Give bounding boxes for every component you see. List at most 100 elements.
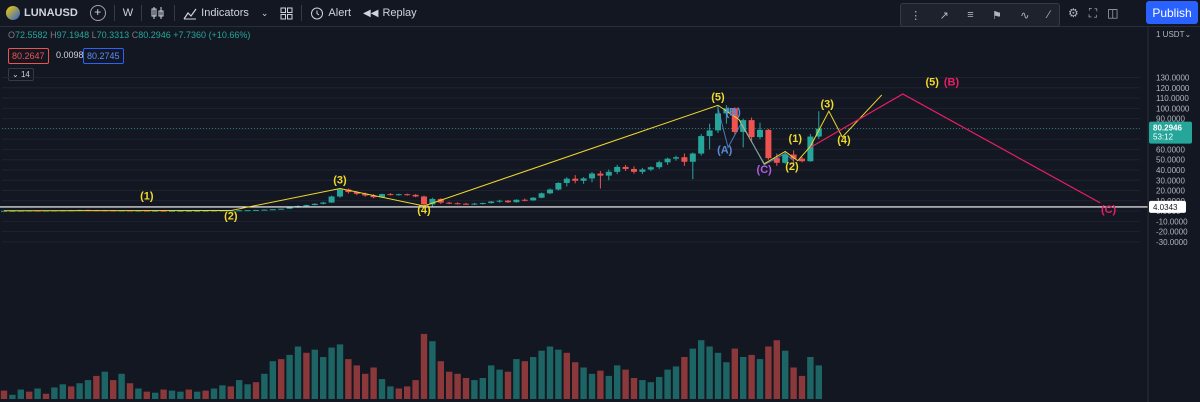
- price-tick-label: 130.0000: [1156, 74, 1190, 83]
- alert-label: Alert: [328, 7, 352, 19]
- publish-button[interactable]: Publish: [1146, 1, 1198, 24]
- fullscreen-icon[interactable]: ⛶: [1088, 5, 1098, 20]
- indicators-label: Indicators: [201, 7, 249, 19]
- sell-price-box[interactable]: 80.2647: [8, 48, 49, 64]
- volume-bar: [143, 391, 150, 399]
- pattern-tool-icon[interactable]: ⚑: [992, 9, 1002, 22]
- indicator-collapse-toggle[interactable]: ⌄ 14: [8, 68, 34, 81]
- line-tool-icon[interactable]: ∕: [1047, 9, 1050, 21]
- candle-body: [76, 209, 83, 211]
- wave-tool-icon[interactable]: ∿: [1020, 9, 1030, 22]
- price-tick-label: -30.0000: [1156, 238, 1188, 247]
- replay-label: Replay: [382, 7, 417, 19]
- wave-label: (A): [717, 145, 733, 157]
- chart-type-button[interactable]: [144, 0, 172, 26]
- currency-unit-selector[interactable]: 1 USDT⌄: [1156, 30, 1192, 39]
- settings-gear-icon[interactable]: ⚙: [1068, 6, 1079, 20]
- volume-bar: [244, 384, 251, 399]
- volume-bar: [370, 367, 377, 399]
- candle-body: [463, 203, 469, 205]
- volume-bar: [513, 359, 520, 399]
- wave-label: (2): [785, 161, 799, 173]
- price-tick-label: 40.0000: [1156, 166, 1185, 175]
- candle-body: [437, 198, 444, 203]
- price-tick-label: 110.0000: [1156, 94, 1189, 103]
- candles-icon: [151, 7, 164, 19]
- candle-body: [85, 209, 91, 211]
- candle-body: [51, 210, 58, 212]
- candle-body: [43, 210, 49, 212]
- wave-label: (C): [757, 164, 773, 176]
- timeframe-button[interactable]: W: [117, 0, 139, 26]
- wave-label: (1): [789, 133, 803, 145]
- volume-bar: [303, 352, 310, 399]
- volume-bar: [647, 382, 654, 399]
- volume-bar: [219, 385, 226, 399]
- candle-body: [681, 157, 688, 162]
- candle-body: [362, 193, 369, 196]
- volume-bar: [773, 340, 780, 399]
- volume-bar: [782, 350, 789, 399]
- candle-body: [1, 210, 7, 212]
- candle-body: [421, 196, 427, 205]
- alert-button[interactable]: Alert: [304, 0, 357, 26]
- volume-bar: [194, 391, 201, 399]
- candle-body: [101, 210, 108, 212]
- volume-bar: [17, 389, 24, 399]
- price-tick-label: 60.0000: [1156, 145, 1185, 154]
- volume-bar: [412, 380, 419, 399]
- volume-bar: [807, 357, 814, 399]
- candlesticks: [1, 105, 822, 212]
- price-tick-label: 30.0000: [1156, 176, 1185, 185]
- price-tick-label: 100.0000: [1156, 104, 1190, 113]
- rewind-icon: ◀◀: [363, 7, 379, 19]
- candle-body: [748, 120, 755, 138]
- volume-bar: [286, 354, 293, 399]
- volume-bar: [51, 387, 58, 399]
- candle-body: [68, 210, 75, 212]
- wave-annotations: (1)(2)(3)(4)(5)(B)(A)(C)(1)(2)(3)(4)(5)(…: [0, 77, 1148, 222]
- volume-bar: [26, 391, 33, 399]
- drag-handle-icon[interactable]: ⋮: [910, 9, 922, 22]
- volume-bar: [0, 390, 8, 399]
- volume-bar: [731, 348, 738, 399]
- candle-body: [328, 196, 335, 203]
- indicators-button[interactable]: Indicators: [177, 0, 255, 26]
- compare-symbol-button[interactable]: +: [84, 0, 112, 26]
- buy-price-box[interactable]: 80.2745: [83, 48, 124, 64]
- volume-bar: [177, 391, 184, 399]
- volume-bar: [269, 361, 276, 399]
- candle-body: [202, 210, 209, 212]
- fib-tool-icon[interactable]: ≡: [967, 9, 974, 21]
- chevron-down-icon: ⌄: [260, 7, 269, 18]
- symbol-selector[interactable]: LUNAUSD: [0, 0, 84, 26]
- volume-bar: [698, 340, 705, 399]
- candle-body: [295, 206, 301, 208]
- candle-body: [765, 129, 772, 159]
- price-tick-label: 80.0000: [1156, 125, 1185, 134]
- candle-body: [689, 153, 696, 162]
- indicators-dropdown[interactable]: ⌄: [255, 0, 275, 26]
- volume-bar: [656, 376, 663, 399]
- volume-bar: [252, 382, 260, 399]
- volume-bar: [278, 359, 285, 399]
- price-tick-label: -10.0000: [1156, 217, 1188, 226]
- wave-label: (5): [711, 92, 725, 104]
- trendline-tool-icon[interactable]: ↗: [939, 9, 949, 22]
- currency-label: USDT: [1162, 30, 1185, 39]
- publish-label: Publish: [1152, 5, 1192, 20]
- volume-bar: [454, 373, 461, 399]
- hline-price-label: 4.0343: [1153, 203, 1178, 212]
- candle-body: [790, 154, 797, 159]
- replay-button[interactable]: ◀◀ Replay: [357, 0, 423, 26]
- candle-body: [572, 178, 579, 181]
- candle-body: [538, 193, 545, 198]
- candle-body: [9, 210, 16, 212]
- candle-body: [563, 178, 570, 183]
- candle-body: [177, 210, 184, 212]
- camera-icon[interactable]: ◫: [1107, 6, 1119, 20]
- volume-bar: [622, 369, 629, 399]
- layout-button[interactable]: [274, 0, 299, 26]
